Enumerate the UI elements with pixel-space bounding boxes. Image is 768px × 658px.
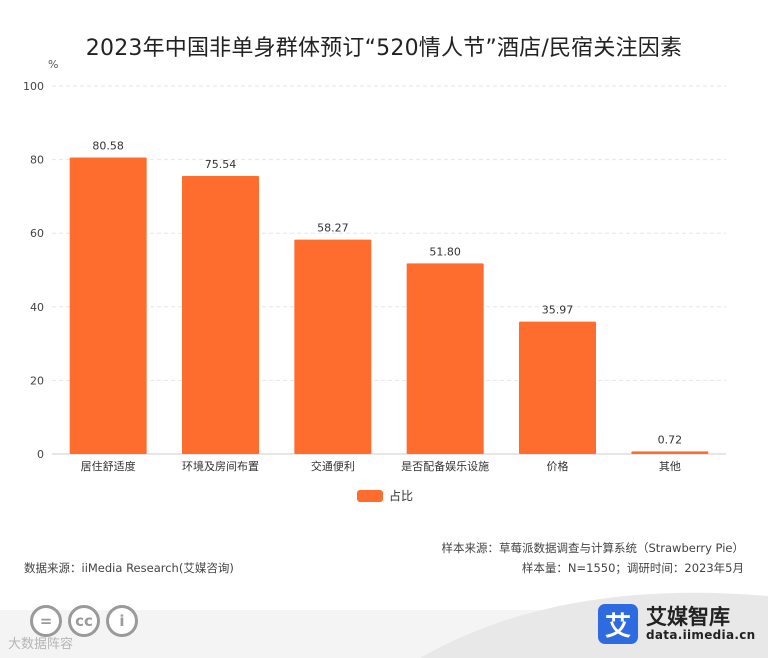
x-category-label: 其他	[659, 460, 681, 473]
bar-value-label: 58.27	[317, 222, 349, 235]
bar-value-label: 35.97	[542, 304, 574, 317]
y-tick-label: 100	[23, 80, 44, 93]
bar-chart: % 0 20 40 60 80 100 80.58 居住舒适度 75.54 环境及房间布置 58.27…	[23, 58, 726, 473]
sample-size: 样本量：N=1550；调研时间：2023年5月	[521, 561, 744, 575]
y-axis-unit: %	[48, 58, 58, 71]
x-category-label: 居住舒适度	[81, 459, 136, 473]
x-category-label: 是否配备娱乐设施	[401, 459, 489, 473]
watermark: 大数据阵容	[8, 637, 74, 652]
bar-value-label: 51.80	[429, 245, 461, 258]
y-tick-label: 0	[37, 448, 44, 461]
y-tick-label: 20	[30, 374, 44, 387]
cc-icon: cc	[68, 605, 100, 637]
bar	[294, 239, 372, 454]
footer-band	[0, 592, 768, 658]
nd-icon: =	[30, 605, 62, 637]
x-category-label: 价格	[547, 459, 569, 473]
bar	[631, 451, 709, 454]
y-tick-label: 80	[30, 154, 44, 167]
by-icon: i	[106, 605, 138, 637]
legend-label: 占比	[389, 489, 414, 503]
data-source: 数据来源：iiMedia Research(艾媒咨询)	[24, 561, 234, 575]
bar	[519, 321, 596, 454]
bar	[69, 157, 147, 454]
chart-title: 2023年中国非单身群体预订“520情人节”酒店/民宿关注因素	[85, 36, 683, 61]
brand-url: data.iimedia.cn	[646, 628, 756, 642]
bar	[182, 176, 259, 454]
bar	[406, 263, 484, 454]
brand-logo-icon: 艾	[598, 604, 638, 644]
legend[interactable]: 占比	[357, 487, 413, 504]
brand-name: 艾媒智库	[646, 605, 730, 629]
bar-value-label: 80.58	[92, 139, 124, 152]
bar-value-label: 75.54	[205, 158, 237, 171]
legend-swatch	[357, 489, 383, 502]
y-tick-label: 40	[30, 301, 44, 314]
x-category-label: 交通便利	[311, 459, 355, 473]
y-tick-label: 60	[30, 227, 44, 240]
license-icons: = cc i	[30, 605, 138, 637]
bar-value-label: 0.72	[658, 433, 683, 446]
sample-source: 样本来源：草莓派数据调查与计算系统（Strawberry Pie）	[441, 541, 744, 555]
x-category-label: 环境及房间布置	[182, 459, 259, 473]
